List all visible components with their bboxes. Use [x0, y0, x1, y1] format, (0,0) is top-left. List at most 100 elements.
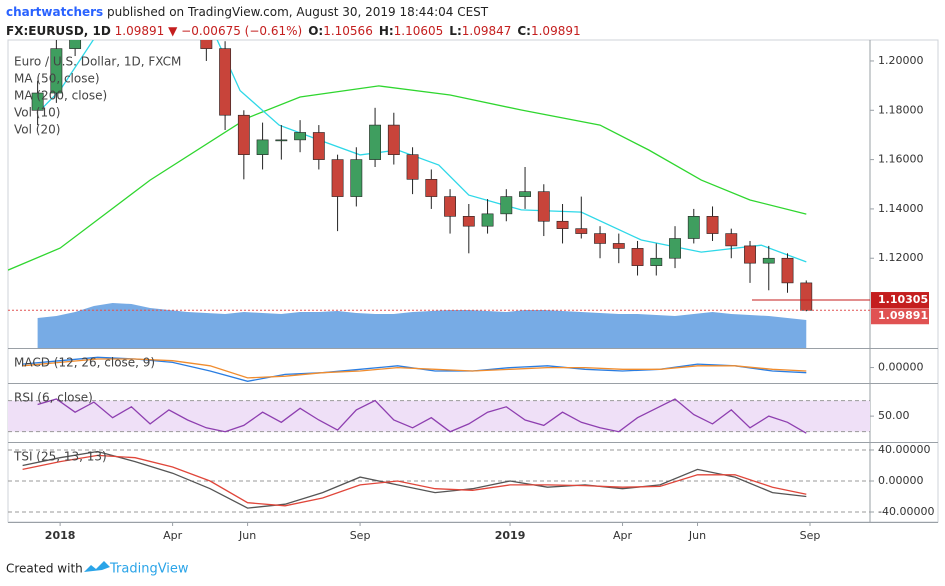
candle-body — [612, 243, 625, 249]
candle-body — [481, 213, 494, 227]
candle-body — [369, 124, 381, 160]
price-label: 1.10305 — [878, 293, 928, 306]
candle-body — [275, 139, 288, 142]
price-label-box — [871, 292, 929, 309]
indicator-line — [22, 358, 807, 379]
candle-body — [294, 132, 307, 141]
panel-title: MACD (12, 26, close, 9) — [14, 356, 155, 370]
price-label-box — [871, 308, 929, 325]
candle-body — [762, 257, 775, 264]
panel — [8, 449, 870, 513]
y-tick-label: 1.14000 — [878, 202, 924, 215]
panel — [8, 40, 813, 348]
candle-body — [444, 196, 456, 217]
candle-body — [519, 191, 531, 197]
x-tick-label: Jun — [238, 529, 256, 542]
candle-body — [31, 92, 44, 111]
y-tick-label: 1.20000 — [878, 54, 924, 67]
x-tick-label: 2019 — [495, 529, 526, 542]
candle-body — [256, 139, 269, 155]
candle-body — [781, 257, 794, 284]
candle-body — [575, 228, 588, 234]
author[interactable]: chartwatchers — [6, 5, 103, 19]
candle-body — [687, 216, 700, 239]
candle-body — [50, 48, 63, 94]
candle-body — [556, 220, 569, 229]
candle-body — [387, 124, 400, 155]
candle-body — [725, 233, 738, 247]
footer-brand[interactable]: TradingView — [109, 562, 189, 577]
ohlc-value: 1.09847 — [462, 24, 512, 38]
panel-title: RSI (6, close) — [14, 391, 93, 405]
ohlc: O:1.10566 H:1.10605 L:1.09847 C:1.09891 — [308, 24, 580, 38]
candle-body — [537, 191, 550, 222]
panel-title: TSI (25, 13, 13) — [13, 450, 107, 464]
y-tick-label: 1.18000 — [878, 103, 924, 116]
candle-body — [706, 216, 719, 234]
candle-body — [237, 114, 250, 155]
ma-line — [8, 85, 807, 271]
footer-text: Created with — [6, 562, 83, 576]
y-tick-label: 0.00000 — [878, 474, 924, 487]
y-tick-label: 1.12000 — [878, 251, 924, 264]
ohlc-label: H: — [379, 24, 394, 38]
candle-body — [350, 159, 363, 197]
arrow: ▼ — [168, 24, 178, 38]
plot: 1.12000 1.14000 1.16000 1.18000 1.20000 1.103… — [8, 40, 934, 542]
ohlc-label: O: — [308, 24, 323, 38]
x-tick-label: Apr — [163, 529, 183, 542]
candle-body — [406, 154, 419, 180]
legend-entry: Vol (20) — [14, 123, 60, 137]
candle-body — [669, 238, 681, 259]
quote-line: FX:EURUSD, 1D 1.09891 ▼ −0.00675 (−0.61%… — [6, 24, 581, 38]
x-tick-label: Sep — [800, 529, 821, 542]
ohlc-value: 1.10566 — [323, 24, 373, 38]
legend-entry: MA (200, close) — [14, 89, 107, 103]
legend: Euro / U.S. Dollar, 1D, FXCM MA (50, clos… — [14, 55, 181, 137]
candle-body — [650, 257, 663, 266]
y-tick-label: -40.00000 — [878, 505, 934, 518]
candle-body — [331, 159, 344, 197]
candle-body — [594, 233, 606, 244]
legend-entry: Euro / U.S. Dollar, 1D, FXCM — [14, 55, 181, 69]
volume-area — [37, 303, 807, 348]
candle-body — [200, 40, 213, 49]
y-tick-label: 40.00000 — [878, 443, 931, 456]
y-tick-label: 0.00000 — [878, 361, 924, 374]
candle-body — [312, 132, 325, 160]
candle-body — [462, 216, 475, 227]
ohlc-value: 1.09891 — [531, 24, 581, 38]
header-line: chartwatchers published on TradingView.c… — [6, 5, 489, 19]
change: −0.00675 (−0.61%) — [181, 24, 302, 38]
indicator-line — [22, 454, 807, 507]
symbol: FX:EURUSD, 1D — [6, 24, 111, 38]
last: 1.09891 — [115, 24, 165, 38]
y-tick-label: 50.00 — [878, 409, 910, 422]
price-label: 1.09891 — [878, 309, 928, 322]
legend-entry: Vol (10) — [14, 106, 60, 120]
candle-body — [425, 179, 438, 197]
x-tick-label: Apr — [613, 529, 633, 542]
rsi-band — [8, 400, 870, 432]
x-tick-label: Jun — [688, 529, 706, 542]
logo — [84, 561, 110, 572]
panel — [8, 398, 870, 434]
candle-body — [800, 282, 813, 311]
candle-body — [219, 48, 232, 116]
indicator-line — [22, 450, 807, 509]
candle-body — [69, 40, 82, 49]
legend-entry: MA (50, close) — [14, 72, 100, 86]
ohlc-label: L: — [449, 24, 461, 38]
ohlc-value: 1.10605 — [394, 24, 444, 38]
candle-body — [500, 196, 513, 215]
candle-body — [631, 248, 644, 266]
panel — [22, 356, 807, 382]
ohlc-label: C: — [517, 24, 531, 38]
x-tick-label: 2018 — [45, 529, 76, 542]
published: published on TradingView.com, August 30,… — [107, 5, 489, 19]
y-tick-label: 1.16000 — [878, 153, 924, 166]
candle-body — [744, 245, 756, 264]
indicator-line — [37, 398, 807, 434]
x-tick-label: Sep — [350, 529, 371, 542]
